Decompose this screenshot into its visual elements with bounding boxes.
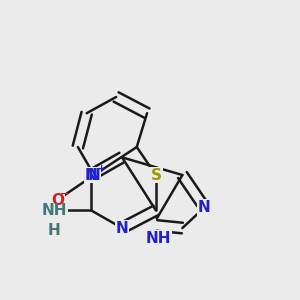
- Bar: [146, 230, 172, 246]
- Text: S: S: [150, 167, 161, 182]
- Text: N: N: [85, 167, 98, 182]
- Bar: [47, 223, 62, 239]
- Bar: [197, 199, 212, 215]
- Text: NH: NH: [42, 203, 67, 218]
- Bar: [87, 167, 101, 183]
- Text: N: N: [88, 167, 100, 182]
- Text: NH: NH: [146, 231, 172, 246]
- Text: N: N: [116, 220, 128, 236]
- Text: H: H: [48, 224, 61, 238]
- Text: +: +: [97, 164, 106, 173]
- Bar: [148, 167, 163, 183]
- Text: N: N: [198, 200, 211, 215]
- Text: −: −: [60, 189, 69, 199]
- Bar: [115, 220, 129, 236]
- Text: O: O: [51, 193, 64, 208]
- Bar: [41, 202, 68, 218]
- Bar: [84, 167, 98, 183]
- Bar: [50, 192, 64, 208]
